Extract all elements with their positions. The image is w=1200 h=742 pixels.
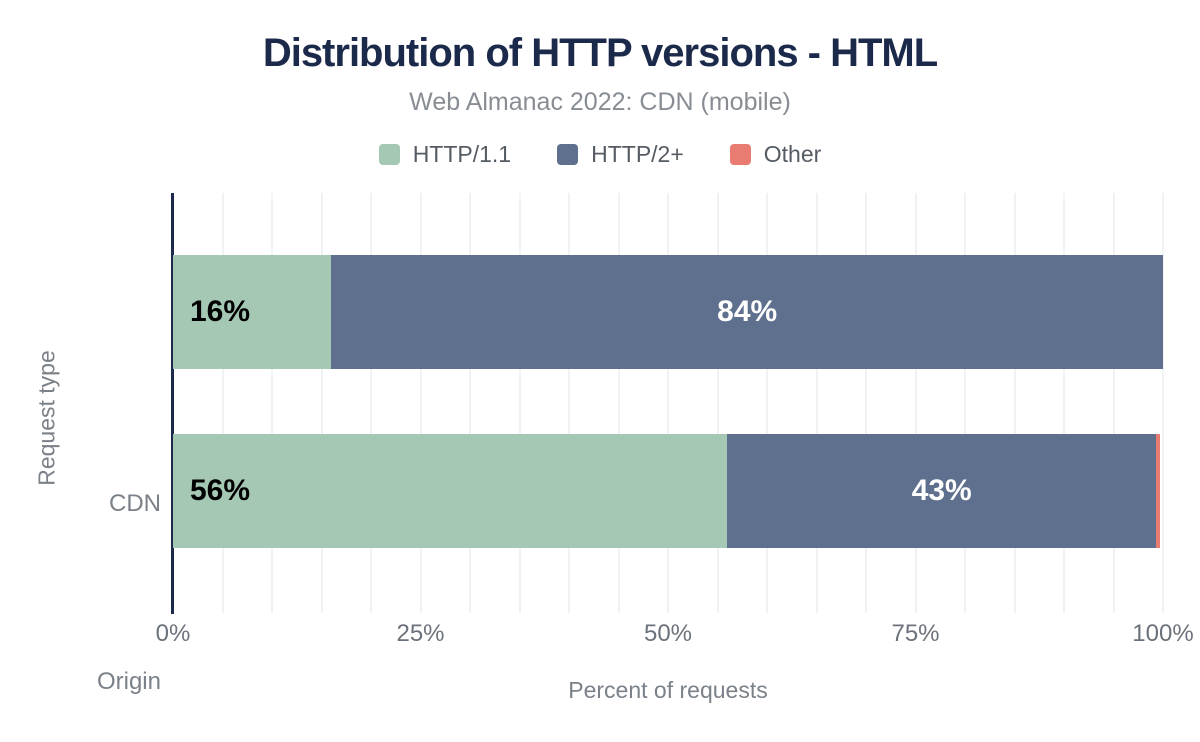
x-tick-label: 25% <box>396 620 445 647</box>
category-label-cdn: CDN <box>109 490 161 517</box>
bar-value-label: 16% <box>190 295 251 328</box>
gridline <box>271 193 273 613</box>
legend-swatch-icon <box>729 144 751 165</box>
legend-item-label: HTTP/2+ <box>591 141 684 167</box>
gridline <box>370 193 372 613</box>
bar-row-cdn: 16% 84% <box>173 255 1163 369</box>
legend-item-label: Other <box>763 141 822 167</box>
gridline <box>469 193 471 613</box>
legend-item-2[interactable]: Other <box>729 141 822 168</box>
chart-subtitle: Web Almanac 2022: CDN (mobile) <box>409 88 791 116</box>
chart-title: Distribution of HTTP versions - HTML <box>262 31 938 75</box>
x-tick-label: 75% <box>891 620 940 647</box>
bar-value-label: 84% <box>717 295 778 328</box>
gridline <box>320 193 323 613</box>
x-tick-label: 50% <box>643 620 693 647</box>
gridline <box>518 193 521 613</box>
gridline <box>419 193 422 613</box>
y-axis-title: Request type <box>33 350 60 486</box>
legend-item-1[interactable]: HTTP/2+ <box>557 141 684 168</box>
gridline <box>568 193 570 613</box>
legend-swatch-icon <box>557 144 579 165</box>
gridline <box>1013 193 1016 613</box>
bar-segment-http2[interactable]: 43% <box>727 434 1157 548</box>
bar-segment-http2[interactable]: 84% <box>331 255 1163 369</box>
bar-value-label: 56% <box>190 474 251 507</box>
x-axis-title: Percent of requests <box>568 677 768 703</box>
legend-item-0[interactable]: HTTP/1.1 <box>378 141 512 168</box>
bar-row-origin: 56% 43% <box>173 434 1163 548</box>
gridline <box>716 193 719 613</box>
bar-segment-other[interactable] <box>1156 434 1160 548</box>
gridline <box>914 193 917 613</box>
y-axis-line <box>171 193 174 614</box>
gridline <box>815 193 818 613</box>
legend: HTTP/1.1 HTTP/2+ Other <box>0 141 1200 168</box>
category-label-origin: Origin <box>96 668 161 695</box>
bar-segment-http11[interactable]: 56% <box>173 434 728 548</box>
gridline <box>667 193 669 613</box>
gridline <box>221 193 224 613</box>
gridline <box>617 193 620 613</box>
gridline <box>1162 193 1164 613</box>
legend-item-label: HTTP/1.1 <box>412 141 512 167</box>
plot-area: 16% 84% 56% 43% <box>171 193 1164 614</box>
gridline <box>1112 193 1115 613</box>
legend-swatch-icon <box>378 144 400 165</box>
bar-segment-http11[interactable]: 16% <box>173 255 332 369</box>
bar-value-label: 43% <box>911 474 972 507</box>
gridline <box>766 193 768 613</box>
x-tick-label: 100% <box>1132 620 1194 647</box>
gridline <box>964 193 966 613</box>
gridline <box>865 193 867 613</box>
x-tick-label: 0% <box>155 620 191 647</box>
gridline <box>1063 193 1065 613</box>
